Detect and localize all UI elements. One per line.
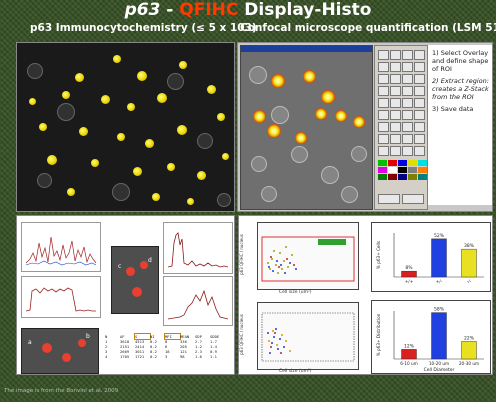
bar-category-label-2: -/- [467,279,472,284]
bar-0 [401,270,417,278]
bar-ylabel: % p63+ Cells [376,241,381,269]
immunocytochemistry-image [16,42,235,212]
tool-palette [374,45,428,210]
color-palette[interactable] [378,160,427,188]
bar-category-label-1: 10-20 um [429,361,449,366]
bar-category-label-0: +/+ [405,279,414,284]
bar-value-label-0: 8% [405,265,413,271]
measurement-table: N AF S NI MFI MEAN SDP SDDE 1 3610 4513 0.2 8 336 2.7… [105,333,220,359]
confocal-software-window: 1) Select Overlay and define shape of RO… [237,42,493,212]
scatter-plot-1 [257,222,359,290]
label-c: c [118,263,122,270]
step-1: 1) Select Overlay and define shape of RO… [432,49,489,73]
bar-1 [431,312,447,360]
bar-1 [431,238,447,278]
subtitle-right: Confocal microscope quantification (LSM … [240,22,496,34]
bar-category-label-0: 6-10 um [400,361,418,366]
subtitle-left: p63 Immunocytochemistry (≤ 5 x 103) [30,22,257,34]
image-viewer-window[interactable] [240,45,373,210]
intensity-profile-plot-3 [21,276,101,318]
title-rest: Display-Histo [238,0,372,20]
bar-chart-genotype: 8% +/+ 52% +/- 38% -/- % p63+ Cells [371,222,491,292]
label-d: d [148,257,152,264]
step-2: 2) Extract region: creates a Z-Stack fro… [432,77,489,101]
step-3: 3) Save data [432,105,474,113]
instruction-steps: 1) Select Overlay and define shape of RO… [428,45,492,205]
bar-2 [461,341,477,360]
bar-value-label-1: 52% [434,233,445,239]
title-accent: QFIHC [179,0,239,20]
scatter-ylabel-2: p63 QFIHC / nucleus [238,314,244,355]
bar-xlabel: Cell Diameter [424,367,455,373]
scatter-xlabel-1: Cell size (um²) [279,290,312,295]
micrograph-lower: a b [21,328,99,374]
source-footer: The image is from the Bonvini et al. 200… [4,388,119,394]
bar-ylabel: % p63+ Distribution [376,313,381,356]
bar-value-label-0: 12% [404,343,415,349]
intensity-profile-plot-4 [163,276,233,326]
bar-value-label-1: 58% [434,307,445,313]
bar-0 [401,349,417,360]
bar-value-label-2: 38% [464,243,475,249]
scatter-plot-2 [257,302,359,370]
micrograph-upper: c d [111,246,159,314]
scatter-ylabel-1: p63 QFIHC / nucleus [238,234,244,275]
page-title: p63 - QFIHC Display-Histo [0,0,496,20]
quantification-panel: Cell size (um²) Cell size (um²) p63 QFIH… [238,215,493,375]
title-prefix: p63 [124,0,161,20]
intensity-profile-plot-1 [21,222,101,272]
label-b: b [86,333,90,340]
intensity-profile-plot-2 [163,222,233,274]
title-sep: - [160,0,180,20]
scatter-xlabel-2: Cell size (um²) [279,369,312,374]
label-a: a [28,339,32,346]
bar-value-label-2: 22% [464,335,475,341]
analysis-panel: c d a b N AF S NI MFI MEAN SDP SDDE 1 3610 4513 0.… [16,215,235,375]
viewer-titlebar[interactable] [241,46,372,52]
bar-category-label-2: 20-30 um [459,361,479,366]
bar-category-label-1: +/- [436,279,443,284]
bar-chart-genotype-svg: 8% +/+ 52% +/- 38% -/- % p63+ Cells [376,233,484,284]
bar-chart-diameter: 12% 6-10 um 58% 10-20 um 22% 20-30 um Cell Dia… [371,300,491,374]
bar-2 [461,248,477,278]
bar-chart-diameter-svg: 12% 6-10 um 58% 10-20 um 22% 20-30 um Cell Dia… [376,307,484,373]
